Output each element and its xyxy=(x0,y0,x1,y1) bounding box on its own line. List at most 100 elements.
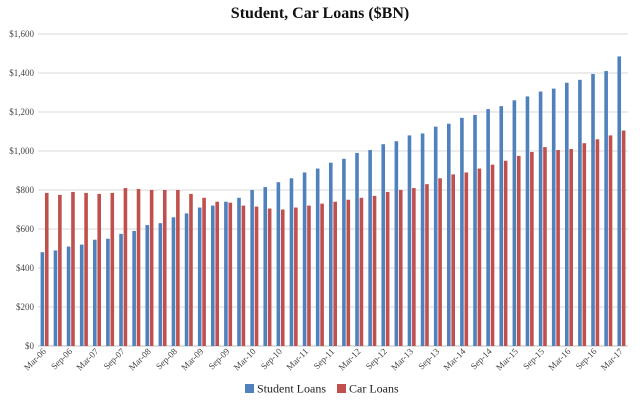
y-tick-label: $1,200 xyxy=(9,107,34,117)
legend-label-student-loans: Student Loans xyxy=(257,382,326,396)
bar-student-loans xyxy=(184,213,189,346)
x-tick-label: Sep-07 xyxy=(102,346,127,371)
x-tick-label: Sep-14 xyxy=(469,346,494,371)
bar-student-loans xyxy=(447,123,451,346)
bar-student-loans xyxy=(473,114,477,347)
x-tick-label: Mar-09 xyxy=(179,346,205,372)
bar-car-loans xyxy=(280,209,285,346)
bar-car-loans xyxy=(215,201,219,346)
bar-student-loans xyxy=(289,178,294,346)
bar-car-loans xyxy=(307,205,311,346)
bar-car-loans xyxy=(530,151,534,346)
bar-student-loans xyxy=(132,230,136,346)
x-tick-label: Sep-12 xyxy=(364,346,389,371)
bar-car-loans xyxy=(346,199,351,346)
bar-student-loans xyxy=(224,201,228,346)
legend-label-car-loans: Car Loans xyxy=(349,382,399,396)
bar-student-loans xyxy=(329,162,333,346)
bar-student-loans xyxy=(433,126,438,347)
bar-student-loans xyxy=(617,56,622,347)
bar-student-loans xyxy=(407,135,412,346)
bar-car-loans xyxy=(228,202,233,346)
bar-student-loans xyxy=(145,225,150,346)
x-tick-label: Sep-06 xyxy=(49,346,74,371)
bar-student-loans xyxy=(578,79,582,346)
bar-car-loans xyxy=(412,188,416,346)
bar-car-loans xyxy=(44,192,49,346)
x-tick-label: Mar-12 xyxy=(337,346,363,372)
bar-student-loans xyxy=(604,71,608,347)
bar-student-loans xyxy=(263,187,268,346)
bar-car-loans xyxy=(398,190,403,346)
bar-car-loans xyxy=(359,197,364,346)
bar-student-loans xyxy=(197,207,202,346)
y-tick-label: $400 xyxy=(16,263,35,273)
bar-student-loans xyxy=(211,205,215,346)
bar-student-loans xyxy=(355,152,359,346)
bar-car-loans xyxy=(202,197,206,346)
bar-student-loans xyxy=(460,117,464,346)
bar-student-loans xyxy=(302,172,307,346)
x-tick-label: Mar-13 xyxy=(389,346,415,372)
x-tick-label: Mar-08 xyxy=(127,346,153,372)
bar-car-loans xyxy=(516,155,521,347)
x-tick-label: Sep-10 xyxy=(259,346,284,371)
x-tick-label: Mar-10 xyxy=(232,346,258,372)
bar-car-loans xyxy=(136,189,141,346)
legend-swatch-student-loans xyxy=(245,384,254,393)
bar-student-loans xyxy=(499,106,504,347)
x-tick-label: Sep-13 xyxy=(416,346,441,371)
y-tick-label: $800 xyxy=(16,185,35,195)
x-tick-label: Sep-15 xyxy=(521,346,546,371)
bar-car-loans xyxy=(425,184,429,346)
chart-title: Student, Car Loans ($BN) xyxy=(231,5,409,22)
x-tick-label: Sep-11 xyxy=(312,346,337,371)
bar-car-loans xyxy=(464,172,469,346)
bar-student-loans xyxy=(276,182,281,346)
bar-car-loans xyxy=(176,190,180,346)
bar-student-loans xyxy=(342,158,346,346)
legend: Student Loans Car Loans xyxy=(245,382,399,396)
bar-car-loans xyxy=(58,194,62,347)
x-tick-label: Mar-07 xyxy=(74,346,100,372)
bar-student-loans xyxy=(106,238,110,346)
bar-car-loans xyxy=(241,205,246,346)
bar-student-loans xyxy=(119,233,123,347)
bar-car-loans xyxy=(582,143,587,346)
x-tick-label: Sep-09 xyxy=(206,346,231,371)
bar-car-loans xyxy=(110,192,115,346)
bar-car-loans xyxy=(162,190,167,346)
x-tick-label: Mar-16 xyxy=(546,346,572,372)
legend-swatch-car-loans xyxy=(337,384,346,393)
bar-car-loans xyxy=(543,147,547,346)
bar-student-loans xyxy=(66,246,71,346)
bar-car-loans xyxy=(254,206,259,346)
bar-car-loans xyxy=(123,188,128,346)
bar-student-loans xyxy=(171,217,176,346)
bar-student-loans xyxy=(551,88,556,346)
bar-car-loans xyxy=(621,130,626,346)
bar-student-loans xyxy=(40,252,45,346)
bar-car-loans xyxy=(97,193,101,346)
x-tick-label: Mar-17 xyxy=(599,346,625,372)
bar-student-loans xyxy=(381,144,386,346)
bar-student-loans xyxy=(591,73,595,346)
bar-car-loans xyxy=(84,192,88,346)
bar-car-loans xyxy=(372,195,377,346)
bar-student-loans xyxy=(538,91,543,347)
bar-car-loans xyxy=(438,178,442,346)
x-tick-label: Sep-08 xyxy=(154,346,179,371)
bar-student-loans xyxy=(158,223,163,346)
bar-car-loans xyxy=(569,149,573,346)
x-tick-label: Mar-11 xyxy=(284,346,310,372)
bar-student-loans xyxy=(525,96,530,347)
bar-student-loans xyxy=(93,239,97,346)
x-tick-label: Mar-15 xyxy=(494,346,520,372)
bar-student-loans xyxy=(394,141,399,346)
y-tick-label: $1,400 xyxy=(9,68,34,78)
bar-student-loans xyxy=(237,197,241,346)
y-tick-label: $600 xyxy=(16,224,35,234)
bar-student-loans xyxy=(420,133,425,346)
